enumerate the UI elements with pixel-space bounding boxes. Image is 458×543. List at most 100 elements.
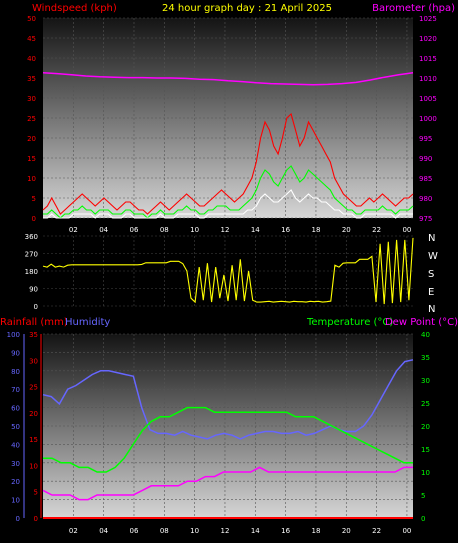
- wind-tick-label: 35: [27, 75, 36, 83]
- temp-x-tick-label: 00: [402, 527, 411, 535]
- compass-label: N: [428, 304, 435, 315]
- wind-x-tick-label: 00: [402, 226, 411, 234]
- temp-x-tick-label: 10: [190, 527, 199, 535]
- series-average: [43, 189, 413, 219]
- direction-tick-label: 0: [34, 303, 38, 311]
- barometer-tick-label: 1020: [419, 35, 437, 43]
- temperature-axis-label: Temperature (°C): [306, 317, 393, 328]
- rainfall-tick-label: 15: [29, 436, 38, 444]
- direction-tick-label: 90: [29, 286, 38, 294]
- compass-label: N: [428, 233, 435, 244]
- barometer-tick-label: 1010: [419, 75, 437, 83]
- wind-y-ticks: 0 5 10 15 20 25 30 35 40 45 50: [27, 15, 36, 223]
- temp-x-tick-label: 04: [99, 527, 108, 535]
- rainfall-tick-label: 35: [29, 331, 38, 339]
- series-dewpoint: [42, 466, 413, 501]
- wind-tick-label: 5: [32, 195, 36, 203]
- direction-tick-label: 270: [25, 251, 38, 259]
- temp-x-tick-label: 20: [342, 527, 351, 535]
- humidity-tick-label: 100: [7, 331, 20, 339]
- humidity-y-ticks: 0 10 20 30 40 50 60 70 80 90 100: [7, 331, 20, 523]
- wind-tick-label: 0: [32, 215, 36, 223]
- temperature-tick-label: 35: [421, 354, 430, 362]
- humidity-tick-label: 70: [11, 386, 20, 394]
- barometer-tick-label: 1000: [419, 115, 437, 123]
- barometer-tick-label: 995: [419, 135, 432, 143]
- temperature-tick-label: 30: [421, 377, 430, 385]
- temp-x-tick-label: 16: [281, 527, 290, 535]
- wind-x-tick-label: 08: [160, 226, 169, 234]
- barometer-tick-label: 980: [419, 195, 432, 203]
- wind-tick-label: 25: [27, 115, 36, 123]
- wind-tick-label: 50: [27, 15, 36, 23]
- wind-x-tick-label: 14: [251, 226, 260, 234]
- barometer-tick-label: 1015: [419, 55, 437, 63]
- temperature-tick-label: 15: [421, 446, 430, 454]
- humidity-tick-label: 60: [11, 405, 20, 413]
- wind-x-tick-label: 10: [190, 226, 199, 234]
- wind-tick-label: 40: [27, 55, 36, 63]
- rainfall-tick-label: 0: [34, 515, 38, 523]
- barometer-tick-label: 1005: [419, 95, 437, 103]
- wind-x-tick-label: 22: [372, 226, 381, 234]
- temp-x-tick-label: 18: [311, 527, 320, 535]
- wind-tick-label: 30: [27, 95, 36, 103]
- temperature-tick-label: 5: [421, 492, 425, 500]
- series-temperature: [43, 406, 413, 473]
- wind-series: [42, 72, 414, 219]
- wind-x-ticks: 02 04 06 08 10 12 14 16 18 20 22 00: [69, 226, 412, 234]
- wind-tick-label: 45: [27, 35, 36, 43]
- humidity-tick-label: 90: [11, 349, 20, 357]
- temp-x-tick-label: 06: [130, 527, 139, 535]
- wind-x-tick-label: 18: [311, 226, 320, 234]
- series-humidity: [42, 359, 414, 440]
- direction-series: [42, 237, 414, 305]
- temperature-tick-label: 40: [421, 331, 430, 339]
- graph-title: 24 hour graph day : 21 April 2025: [162, 3, 332, 14]
- wind-x-tick-label: 16: [281, 226, 290, 234]
- temp-x-ticks: 02 04 06 08 10 12 14 16 18 20 22 00: [69, 527, 412, 535]
- rainfall-tick-label: 20: [29, 410, 38, 418]
- wind-x-tick-label: 06: [130, 226, 139, 234]
- barometer-axis-label: Barometer (hpa): [372, 3, 455, 14]
- series-barometer: [42, 72, 414, 86]
- barometer-tick-label: 985: [419, 175, 432, 183]
- temp-x-tick-label: 08: [160, 527, 169, 535]
- series-green: [43, 165, 414, 219]
- humidity-axis-label: Humidity: [65, 317, 110, 328]
- humidity-tick-label: 50: [11, 423, 20, 431]
- humidity-tick-label: 10: [11, 497, 20, 505]
- wind-tick-label: 20: [27, 135, 36, 143]
- rainfall-y-ticks: 0 5 10 15 20 25 30 35: [29, 331, 38, 523]
- rainfall-tick-label: 5: [34, 489, 38, 497]
- wind-x-tick-label: 04: [99, 226, 108, 234]
- temp-humidity-panel: 0 10 20 30 40 50 60 70 80 90 100 0 5 10 15 20 25 30 35 0 5…: [7, 331, 430, 535]
- temp-x-tick-label: 02: [69, 527, 78, 535]
- rainfall-tick-label: 30: [29, 357, 38, 365]
- direction-gridlines: [43, 235, 413, 307]
- temperature-tick-label: 0: [421, 515, 425, 523]
- temperature-tick-label: 20: [421, 423, 430, 431]
- temperature-tick-label: 10: [421, 469, 430, 477]
- compass-label: E: [428, 287, 434, 298]
- wind-gridlines: [43, 17, 413, 219]
- compass-label: W: [428, 251, 438, 262]
- rainfall-tick-label: 25: [29, 384, 38, 392]
- temp-x-tick-label: 14: [251, 527, 260, 535]
- series-gust: [42, 112, 414, 215]
- direction-y-ticks: 0 90 180 270 360: [25, 233, 38, 311]
- temperature-tick-label: 25: [421, 400, 430, 408]
- humidity-tick-label: 40: [11, 441, 20, 449]
- humidity-tick-label: 80: [11, 368, 20, 376]
- rainfall-tick-label: 10: [29, 462, 38, 470]
- barometer-tick-label: 975: [419, 215, 432, 223]
- barometer-tick-label: 990: [419, 155, 432, 163]
- rainfall-axis-label: Rainfall (mm): [0, 317, 68, 328]
- barometer-y-ticks: 975 980 985 990 995 1000 1005 1010 1015 1020 1025: [419, 15, 437, 223]
- wind-x-tick-label: 20: [342, 226, 351, 234]
- compass-label: S: [428, 269, 434, 280]
